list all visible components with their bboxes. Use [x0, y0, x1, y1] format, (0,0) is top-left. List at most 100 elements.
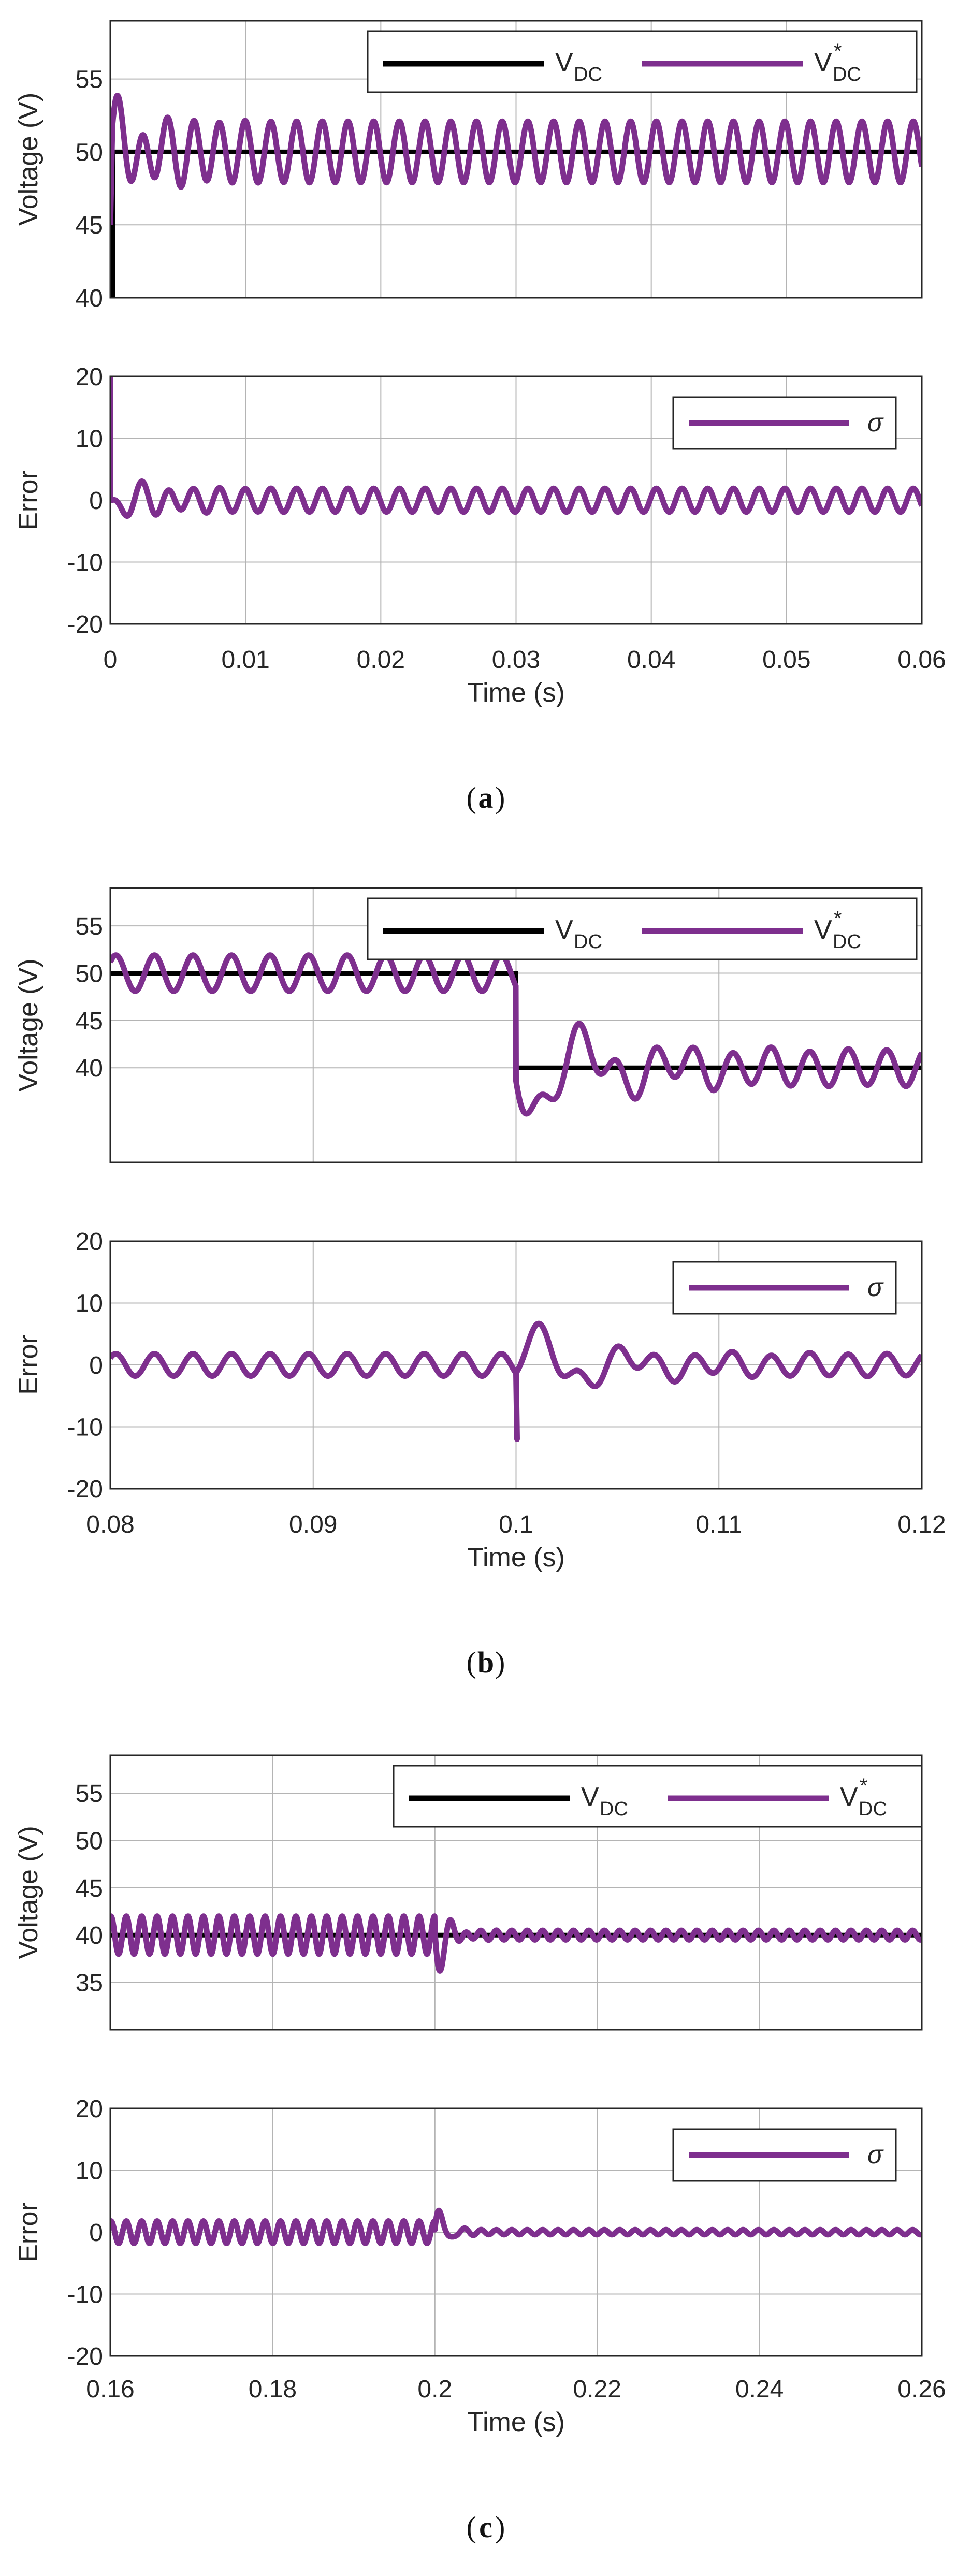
- y-tick-label: 50: [76, 960, 103, 987]
- legend-sup-vdc-ref: *: [834, 40, 842, 63]
- series-line-vdc-ref: [110, 952, 922, 1117]
- y-tick-label: 20: [76, 2095, 103, 2123]
- y-tick-label: -10: [67, 2281, 103, 2309]
- legend-sup-vdc-ref: *: [834, 907, 842, 930]
- legend-sub-vdc-ref: DC: [833, 931, 861, 953]
- axes-box: [109, 375, 923, 625]
- series-group: [110, 1913, 922, 1974]
- y-tick-label: 55: [76, 66, 103, 94]
- x-tick-label: 0.01: [221, 646, 269, 674]
- y-tick-label: 55: [76, 1780, 103, 1808]
- y-tick-label: 45: [76, 1875, 103, 1902]
- caption-paren: ): [495, 2510, 505, 2544]
- legend-sub-vdc-ref: DC: [859, 1798, 887, 1820]
- y-axis-label: Voltage (V): [13, 1826, 43, 1959]
- caption-paren: ): [495, 1646, 505, 1679]
- legend: σ: [672, 2128, 897, 2182]
- y-tick-label: 40: [76, 1922, 103, 1949]
- legend-label-vdc-ref: V: [840, 1782, 858, 1812]
- y-tick-label: 0: [89, 487, 103, 515]
- legend: σ: [672, 396, 897, 450]
- y-axis-label: Error: [13, 470, 43, 530]
- x-tick-label: 0.18: [249, 2376, 297, 2403]
- legend: σ: [672, 1261, 897, 1315]
- legend: V DC V DC*: [393, 1765, 923, 1828]
- x-tick-label: 0.24: [735, 2376, 784, 2403]
- series-line-sigma: [110, 376, 922, 519]
- series-group: [110, 93, 922, 298]
- x-tick-label: 0.11: [695, 1511, 742, 1538]
- y-tick-label: 20: [76, 1228, 103, 1256]
- legend-sup-vdc-ref: *: [860, 1774, 868, 1797]
- axes-box: [109, 2107, 923, 2357]
- caption-c: (c): [467, 2510, 505, 2544]
- series-line-sigma: [110, 2207, 922, 2246]
- y-tick-label: 50: [76, 1827, 103, 1855]
- y-tick-label: -10: [67, 1414, 103, 1442]
- caption-paren: (: [467, 1646, 476, 1679]
- legend-label-sigma: σ: [867, 408, 884, 437]
- x-tick-label: 0.26: [897, 2376, 946, 2403]
- x-tick-label: 0.02: [357, 646, 405, 674]
- x-axis-label: Time (s): [467, 1542, 565, 1573]
- x-tick-label: 0.1: [499, 1511, 533, 1538]
- x-tick-label: 0: [104, 646, 118, 674]
- series-line-sigma: [110, 1320, 922, 1442]
- caption-b: (b): [467, 1646, 505, 1679]
- y-tick-label: 0: [89, 1352, 103, 1379]
- y-axis-label: Error: [13, 2202, 43, 2262]
- caption-label: c: [479, 2510, 492, 2544]
- y-tick-label: 10: [76, 426, 103, 453]
- x-tick-label: 0.22: [573, 2376, 621, 2403]
- legend-label-vdc-ref: V: [814, 48, 832, 78]
- caption-paren: ): [495, 781, 505, 814]
- series-line-vdc-ref: [110, 1913, 922, 1974]
- caption-a: (a): [467, 781, 505, 814]
- legend: V DC V DC*: [367, 30, 918, 93]
- y-axis-label: Voltage (V): [13, 958, 43, 1091]
- y-tick-label: 55: [76, 913, 103, 940]
- x-axis-label: Time (s): [467, 2407, 565, 2437]
- y-tick-label: 50: [76, 139, 103, 166]
- y-tick-label: 45: [76, 1008, 103, 1035]
- legend-label-sigma: σ: [867, 1273, 884, 1302]
- legend-label-vdc: V: [581, 1782, 599, 1812]
- caption-paren: (: [467, 2510, 476, 2544]
- y-tick-label: 40: [76, 285, 103, 312]
- axes-box: [109, 887, 923, 1163]
- legend-sub-vdc: DC: [600, 1798, 628, 1820]
- x-tick-label: 0.2: [417, 2376, 452, 2403]
- x-tick-label: 0.05: [762, 646, 810, 674]
- legend-label-vdc: V: [555, 915, 573, 945]
- x-tick-label: 0.09: [289, 1511, 337, 1538]
- y-tick-label: -20: [67, 611, 103, 638]
- legend: V DC V DC*: [367, 897, 918, 960]
- y-tick-label: 0: [89, 2219, 103, 2247]
- x-tick-label: 0.03: [492, 646, 540, 674]
- panel-a-error: -20 -10 0 10 20 Error σ: [13, 363, 923, 638]
- y-tick-label: 20: [76, 363, 103, 391]
- x-tick-label: 0.04: [627, 646, 675, 674]
- y-axis-label: Error: [13, 1335, 43, 1395]
- series-group: [110, 1320, 922, 1442]
- legend-label-sigma: σ: [867, 2140, 884, 2169]
- x-tick-label: 0.12: [897, 1511, 946, 1538]
- axes-box: [109, 1240, 923, 1490]
- legend-label-vdc-ref: V: [814, 915, 832, 945]
- legend-label-vdc: V: [555, 48, 573, 78]
- x-tick-label: 0.16: [86, 2376, 134, 2403]
- y-tick-label: 45: [76, 212, 103, 239]
- legend-sub-vdc: DC: [574, 931, 602, 953]
- y-tick-label: -20: [67, 1476, 103, 1503]
- series-line-vdc-ref: [110, 93, 922, 225]
- x-tick-label: 0.08: [86, 1511, 134, 1538]
- series-group: [110, 2207, 922, 2246]
- y-tick-label: -10: [67, 549, 103, 577]
- panel-b-error: -20 -10 0 10 20 Error σ: [13, 1228, 923, 1503]
- caption-label: b: [477, 1646, 494, 1679]
- y-tick-label: -20: [67, 2343, 103, 2370]
- series-group: [110, 376, 922, 519]
